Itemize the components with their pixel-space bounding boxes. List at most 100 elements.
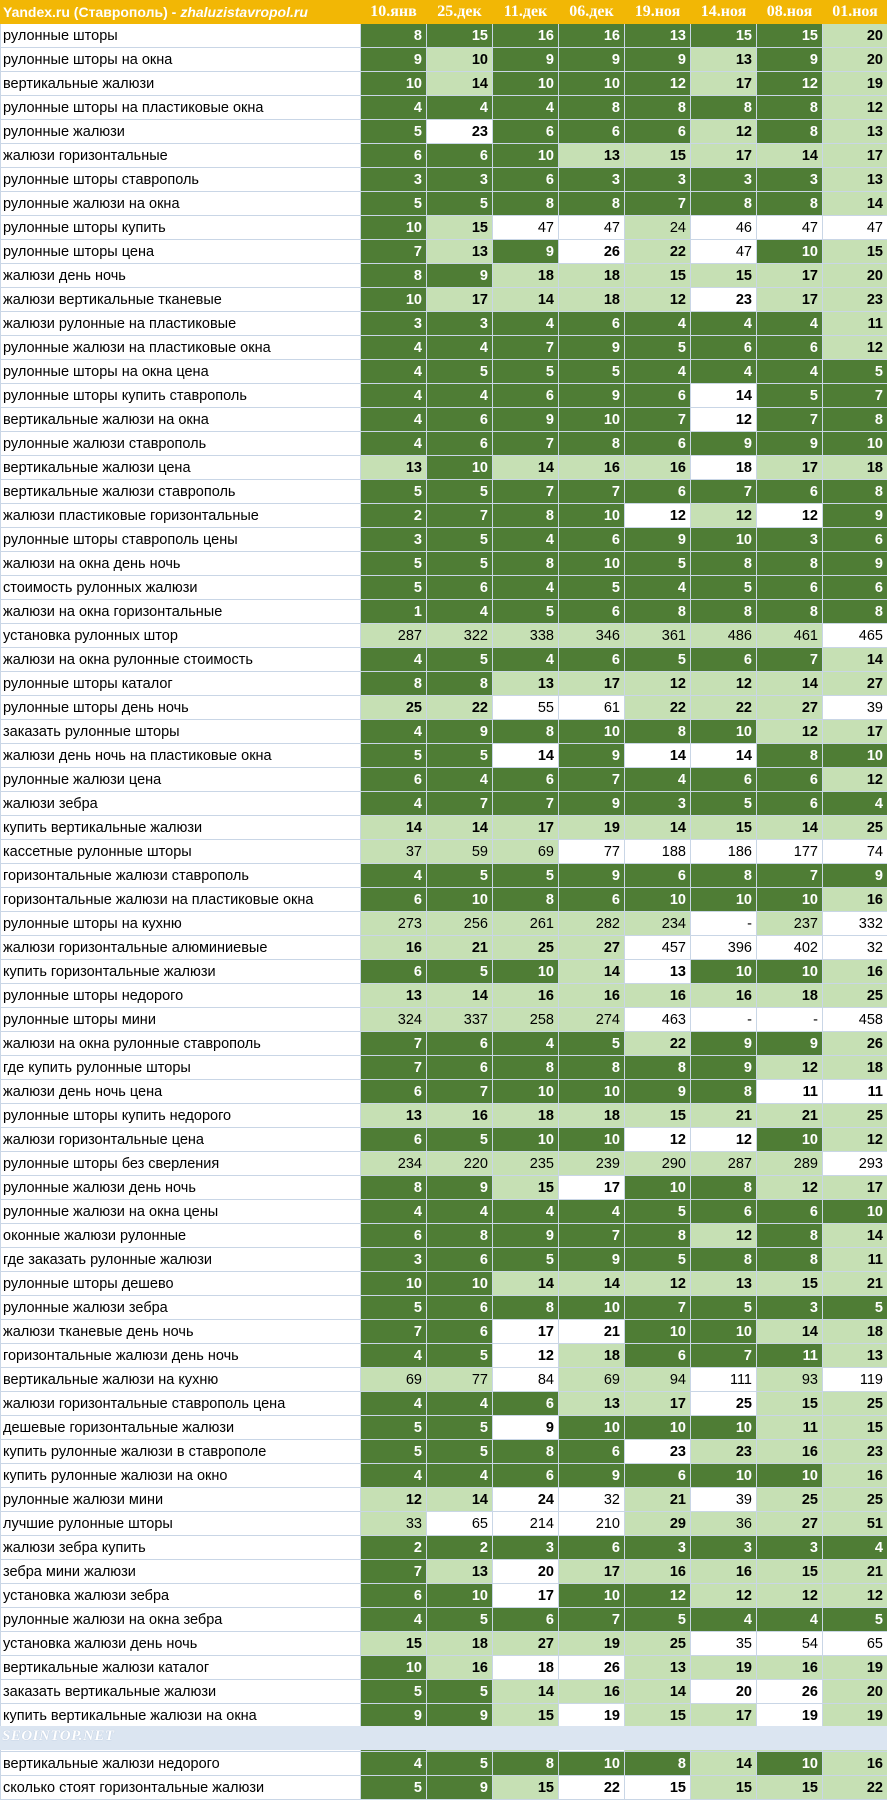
- position-cell: 5: [361, 1296, 427, 1320]
- position-cell: 12: [625, 1128, 691, 1152]
- keyword-cell: жалюзи на окна рулонные ставрополь: [1, 1032, 361, 1056]
- position-cell: 8: [757, 1248, 823, 1272]
- position-cell: 14: [559, 960, 625, 984]
- position-cell: 10: [691, 720, 757, 744]
- position-cell: 13: [427, 1560, 493, 1584]
- position-cell: 10: [559, 720, 625, 744]
- position-cell: 51: [823, 1512, 887, 1536]
- position-cell: 8: [427, 672, 493, 696]
- keyword-cell: рулонные шторы купить недорого: [1, 1104, 361, 1128]
- position-cell: 93: [757, 1368, 823, 1392]
- position-cell: 15: [757, 1776, 823, 1800]
- position-cell: 6: [625, 1464, 691, 1488]
- position-cell: 9: [493, 1416, 559, 1440]
- position-cell: 12: [691, 1128, 757, 1152]
- header-row: Yandex.ru (Ставрополь) -zhaluzistavropol…: [1, 1, 887, 24]
- position-cell: 8: [757, 1224, 823, 1248]
- position-cell: 4: [625, 312, 691, 336]
- position-cell: 5: [427, 1344, 493, 1368]
- position-cell: 9: [691, 432, 757, 456]
- position-cell: 13: [625, 24, 691, 48]
- position-cell: 12: [757, 1056, 823, 1080]
- keyword-cell: горизонтальные жалюзи день ночь: [1, 1344, 361, 1368]
- position-cell: 12: [823, 96, 887, 120]
- position-cell: 6: [625, 432, 691, 456]
- position-cell: 13: [427, 240, 493, 264]
- position-cell: 17: [757, 456, 823, 480]
- position-cell: 8: [559, 1056, 625, 1080]
- position-cell: 337: [427, 1008, 493, 1032]
- position-cell: 21: [559, 1320, 625, 1344]
- position-cell: 214: [493, 1512, 559, 1536]
- position-cell: 461: [757, 624, 823, 648]
- position-cell: 12: [625, 72, 691, 96]
- position-cell: 6: [361, 888, 427, 912]
- position-cell: 14: [625, 1680, 691, 1704]
- keyword-cell: жалюзи на окна горизонтальные: [1, 600, 361, 624]
- position-cell: 9: [427, 720, 493, 744]
- position-cell: 5: [823, 360, 887, 384]
- position-cell: 17: [559, 1176, 625, 1200]
- position-cell: 10: [493, 1128, 559, 1152]
- position-cell: 12: [691, 408, 757, 432]
- position-cell: 22: [625, 696, 691, 720]
- position-cell: 10: [757, 240, 823, 264]
- date-header: 08.ноя: [757, 1, 823, 24]
- position-cell: 210: [559, 1512, 625, 1536]
- position-cell: 10: [823, 432, 887, 456]
- position-cell: 6: [559, 312, 625, 336]
- keyword-cell: купить рулонные жалюзи на окно: [1, 1464, 361, 1488]
- position-cell: 6: [493, 768, 559, 792]
- position-cell: 25: [493, 936, 559, 960]
- position-cell: 12: [493, 1344, 559, 1368]
- position-cell: 14: [559, 1272, 625, 1296]
- position-cell: 13: [559, 144, 625, 168]
- position-cell: 77: [427, 1368, 493, 1392]
- position-cell: 16: [427, 1104, 493, 1128]
- position-cell: 396: [691, 936, 757, 960]
- position-cell: 8: [361, 1176, 427, 1200]
- position-cell: 5: [361, 480, 427, 504]
- position-cell: 5: [427, 744, 493, 768]
- position-cell: 16: [823, 1752, 887, 1776]
- position-cell: 14: [823, 648, 887, 672]
- position-cell: 5: [427, 192, 493, 216]
- position-cell: 8: [823, 480, 887, 504]
- position-cell: 5: [625, 1248, 691, 1272]
- position-cell: 10: [757, 1752, 823, 1776]
- position-cell: 8: [559, 432, 625, 456]
- position-cell: 18: [559, 264, 625, 288]
- position-cell: 7: [559, 480, 625, 504]
- position-cell: 8: [493, 888, 559, 912]
- position-cell: 14: [493, 1680, 559, 1704]
- position-cell: 18: [691, 456, 757, 480]
- position-cell: 5: [427, 648, 493, 672]
- position-cell: 20: [823, 48, 887, 72]
- position-cell: 6: [691, 768, 757, 792]
- position-cell: 6: [625, 864, 691, 888]
- position-cell: 19: [559, 1704, 625, 1728]
- position-cell: 7: [493, 792, 559, 816]
- position-cell: 5: [823, 1608, 887, 1632]
- position-cell: 10: [823, 1200, 887, 1224]
- position-cell: 8: [625, 96, 691, 120]
- position-cell: 9: [559, 1248, 625, 1272]
- position-cell: 15: [757, 1560, 823, 1584]
- keyword-cell: рулонные шторы купить ставрополь: [1, 384, 361, 408]
- position-cell: 10: [361, 1656, 427, 1680]
- position-cell: 7: [691, 480, 757, 504]
- position-cell: 9: [361, 1704, 427, 1728]
- position-cell: 12: [625, 504, 691, 528]
- position-cell: 12: [691, 1224, 757, 1248]
